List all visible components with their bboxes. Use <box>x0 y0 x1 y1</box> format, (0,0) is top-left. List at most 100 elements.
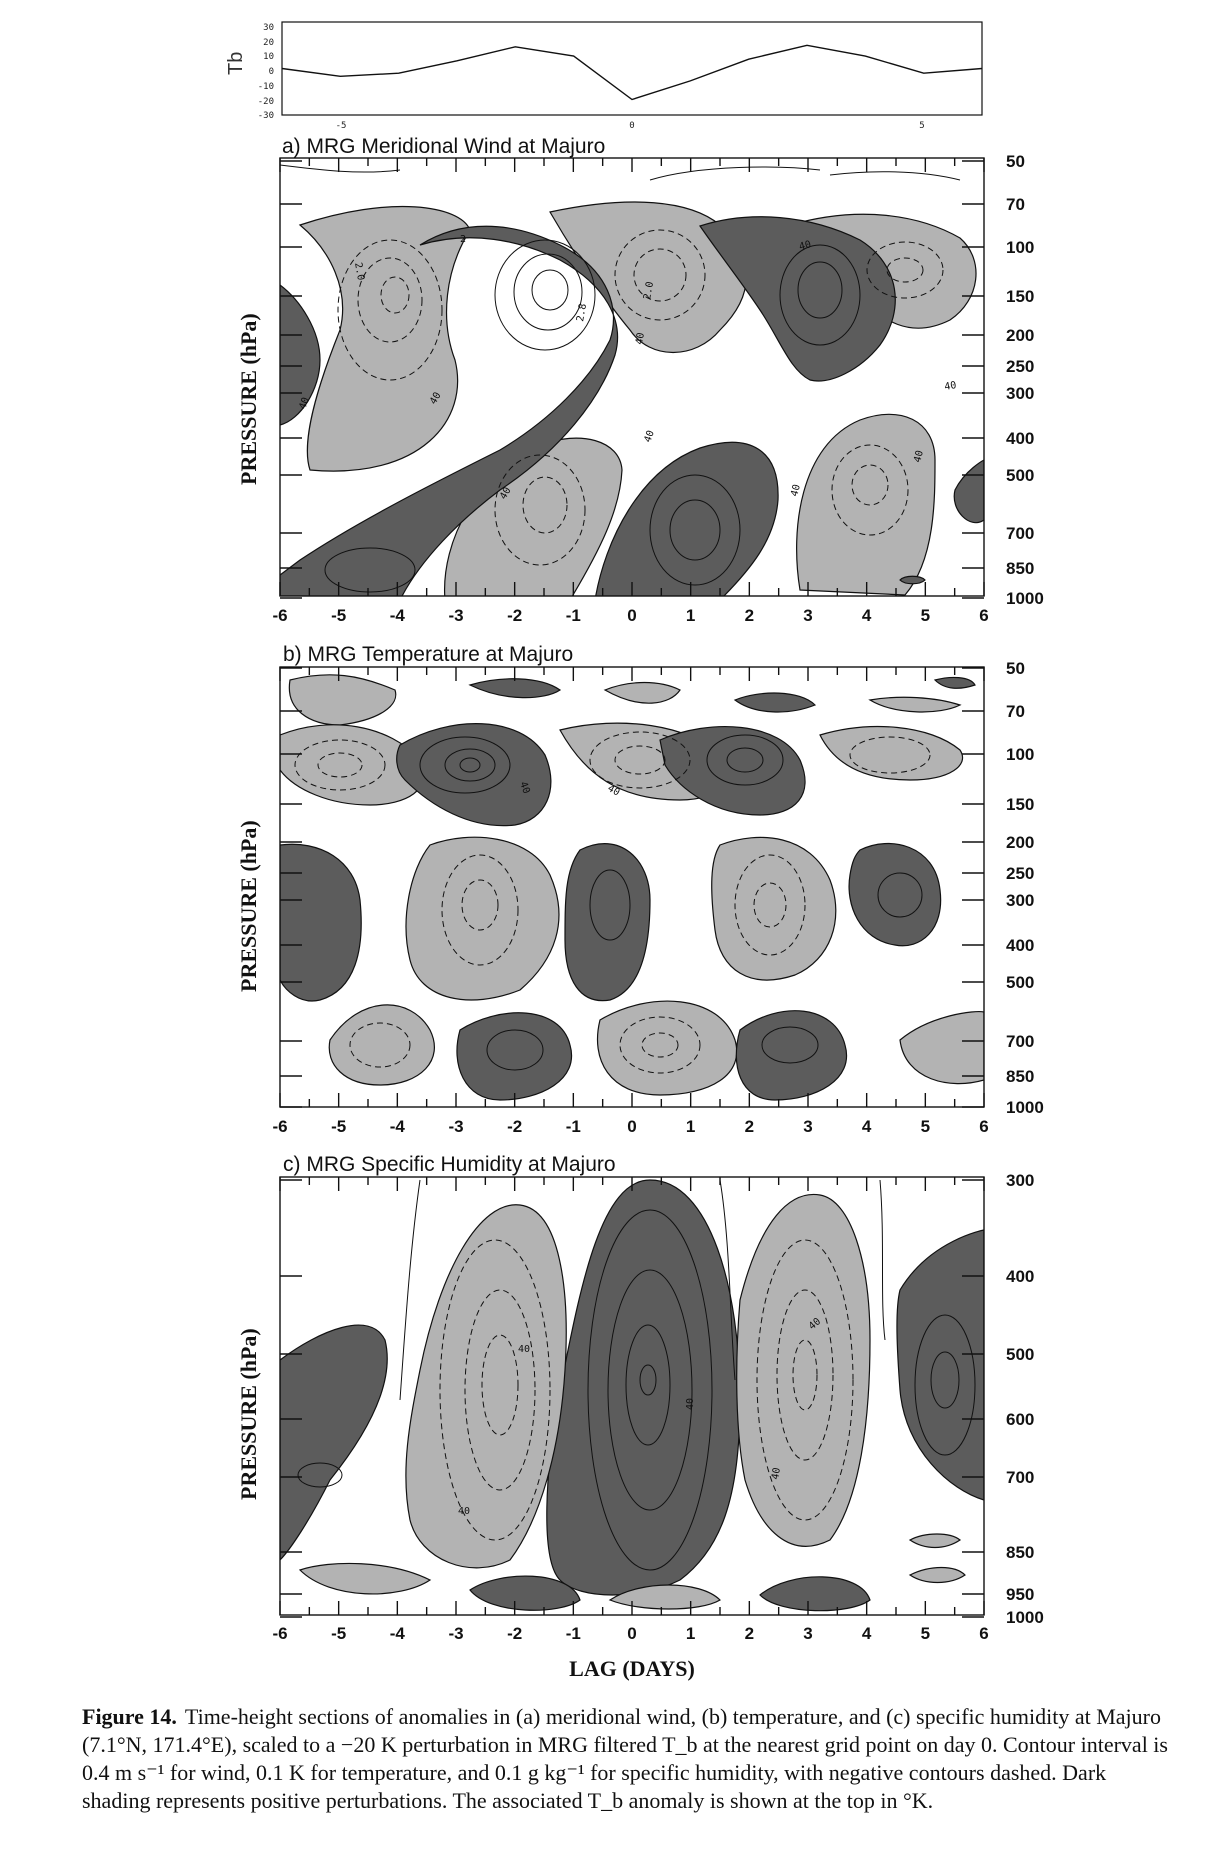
x-tick-label: 5 <box>921 606 930 625</box>
panel-a-contour-labels: 2 40 40 2.8 2.0 40 40 40 40 40 40 40 2.0 <box>297 234 957 502</box>
x-tick-label: -5 <box>331 1624 346 1643</box>
pos-region <box>280 843 362 1002</box>
contour-label: 40 <box>944 380 958 393</box>
x-tick-label: -1 <box>566 606 581 625</box>
tb-xtick: -5 <box>336 121 347 131</box>
contour-label: 40 <box>498 486 514 502</box>
pressure-level-label: 500 <box>1006 466 1034 485</box>
x-tick-label: 4 <box>862 1117 872 1136</box>
neg-region <box>288 674 397 726</box>
tb-ytick: -30 <box>258 111 274 121</box>
x-tick-label: -3 <box>448 1117 463 1136</box>
contour-label: 40 <box>517 780 531 795</box>
x-tick-label: 1 <box>686 1624 695 1643</box>
pressure-level-label: 250 <box>1006 357 1034 376</box>
panel-a-plevels: 50 70 100 150 200 250 300 400 500 700 850 1000 <box>1006 152 1044 608</box>
panel-b-plevels: 50 70 100 150 200 250 300 400 500 700 850 1000 <box>1006 659 1044 1117</box>
pos-region <box>759 1576 871 1612</box>
pressure-level-label: 250 <box>1006 864 1034 883</box>
pressure-level-label: 700 <box>1006 1468 1034 1487</box>
pos-region <box>848 842 942 947</box>
panel-b-xticks: -6 -5 -4 -3 -2 -1 0 1 2 3 4 5 6 <box>272 1117 988 1136</box>
x-tick-label: 2 <box>745 606 754 625</box>
panel-b-ylabel: PRESSURE (hPa) <box>236 820 261 992</box>
neg-region <box>908 1566 966 1584</box>
tb-ytick: 0 <box>269 67 274 77</box>
pressure-level-label: 700 <box>1006 524 1034 543</box>
contour-label: 40 <box>798 239 812 253</box>
pressure-level-label: 400 <box>1006 429 1034 448</box>
tb-yticks: 30 20 10 0 -10 -20 -30 <box>258 23 274 121</box>
x-tick-label: -1 <box>566 1624 581 1643</box>
x-tick-label: -5 <box>331 606 346 625</box>
contour-label: 40 <box>606 783 622 799</box>
caption-label: Figure 14. <box>82 1704 177 1729</box>
x-tick-label: -2 <box>507 606 522 625</box>
x-tick-label: 0 <box>627 1117 636 1136</box>
panel-b-temperature: b) MRG Temperature at Majuro <box>236 643 1044 1136</box>
contour-label: 40 <box>685 1398 696 1410</box>
x-tick-label: 0 <box>627 1624 636 1643</box>
x-tick-label: 2 <box>745 1117 754 1136</box>
neg-region <box>405 836 560 1001</box>
panel-a-xticks: -6 -5 -4 -3 -2 -1 0 1 2 3 4 5 6 <box>272 606 988 625</box>
x-tick-label: 6 <box>979 1624 988 1643</box>
pressure-level-label: 300 <box>1006 384 1034 403</box>
neg-region <box>819 725 964 781</box>
neg-region <box>711 836 837 981</box>
contour-label: 40 <box>642 429 656 444</box>
contour-label: 40 <box>789 483 803 497</box>
pos-region <box>953 459 984 524</box>
tb-plot-frame <box>281 21 983 116</box>
x-tick-label: -3 <box>448 606 463 625</box>
x-tick-label: 4 <box>862 1624 872 1643</box>
pos-region <box>595 441 779 596</box>
x-tick-label: -6 <box>272 606 287 625</box>
tb-ytick: -10 <box>258 82 274 92</box>
pressure-level-label: 300 <box>1006 891 1034 910</box>
panel-a-meridional-wind: a) MRG Meridional Wind at Majuro <box>236 135 1044 625</box>
figure-14: Tb 30 20 10 0 -10 -20 -30 -5 0 5 a) MRG … <box>225 21 1044 1681</box>
panel-c-title: c) MRG Specific Humidity at Majuro <box>283 1153 616 1176</box>
pos-region <box>456 1012 573 1101</box>
neg-region <box>298 205 471 472</box>
pos-region <box>546 1179 741 1596</box>
pressure-level-label: 850 <box>1006 1067 1034 1086</box>
pos-region <box>280 1324 388 1561</box>
contour-label: 40 <box>770 1467 783 1481</box>
neg-region <box>899 1011 984 1085</box>
pressure-level-label: 400 <box>1006 936 1034 955</box>
pressure-level-label: 400 <box>1006 1267 1034 1286</box>
panel-a-contours <box>280 164 984 596</box>
x-tick-label: 5 <box>921 1624 930 1643</box>
contour-label: 40 <box>458 1506 470 1517</box>
neg-region <box>868 696 962 713</box>
x-tick-label: 4 <box>862 606 872 625</box>
x-tick-label: -5 <box>331 1117 346 1136</box>
x-tick-label: 6 <box>979 1117 988 1136</box>
pressure-level-label: 300 <box>1006 1171 1034 1190</box>
panel-b-contour-labels: 40 40 <box>517 780 621 798</box>
neg-region <box>608 1584 721 1610</box>
tb-series-line <box>281 44 983 101</box>
contour-label: 40 <box>518 1344 530 1355</box>
x-tick-label: -4 <box>390 606 406 625</box>
contour-label: 2.0 <box>352 262 366 282</box>
pressure-level-label: 70 <box>1006 195 1025 214</box>
x-tick-label: 3 <box>803 606 812 625</box>
x-tick-label: -2 <box>507 1624 522 1643</box>
x-tick-label: 1 <box>686 1117 695 1136</box>
x-tick-label: 3 <box>803 1624 812 1643</box>
pressure-level-label: 100 <box>1006 745 1034 764</box>
pos-region <box>659 726 806 816</box>
neg-region <box>328 1004 435 1086</box>
panel-c-xlabel: LAG (DAYS) <box>569 1656 695 1681</box>
pressure-level-label: 1000 <box>1006 589 1044 608</box>
contour-label: 2 <box>460 234 466 245</box>
neg-region <box>908 1533 962 1549</box>
pressure-level-label: 850 <box>1006 559 1034 578</box>
pressure-level-label: 70 <box>1006 702 1025 721</box>
x-tick-label: 3 <box>803 1117 812 1136</box>
neg-region <box>596 1000 738 1096</box>
pressure-level-label: 500 <box>1006 973 1034 992</box>
